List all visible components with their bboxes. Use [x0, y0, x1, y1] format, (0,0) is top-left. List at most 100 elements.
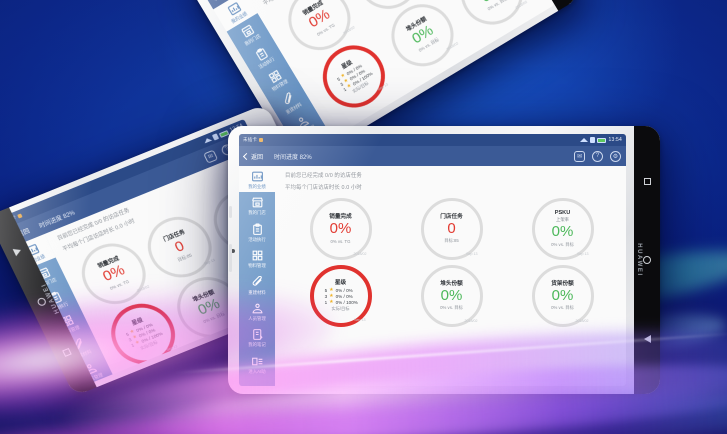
sidebar-item-1[interactable]: 我的业绩: [239, 166, 275, 193]
metric-gauge-1[interactable]: 销量完成 0% 0% vs. TG 2018/02: [309, 198, 372, 260]
sidebar-item-6[interactable]: 人员管理: [239, 298, 275, 324]
metric-gauge-4[interactable]: 星级 5 ★ 0% / 0% 3 ★ 0% / 0% 1 ★ 0% / 100% 实际/目标 Sep …: [309, 265, 372, 327]
carrier-label: 未插卡: [243, 137, 258, 142]
metric-date: Sep 13: [203, 258, 216, 266]
metric-date: 2018/02: [445, 41, 460, 52]
metric-cell: 星级 5 ★ 0% / 0% 3 ★ 0% / 0% 1 ★ 0% / 100% 实际/目标 Sep …: [285, 265, 396, 327]
sidebar: 我的业绩我的门店活动执行物料管理重建材料人员管理我的笔记进入AI助: [239, 166, 275, 386]
sidebar-item-label: 我的门店: [248, 210, 266, 216]
device-screen: 未插卡 13:54 返回 时间进度 82% ✉: [196, 0, 555, 157]
store-icon: [251, 196, 264, 209]
sidebar-item-2[interactable]: 我的门店: [227, 13, 271, 54]
sidebar-item-5[interactable]: 重建材料: [239, 272, 275, 298]
metric-title: PSKU: [554, 210, 571, 217]
battery-icon: [597, 137, 607, 143]
sidebar-item-4[interactable]: 物料管理: [254, 59, 298, 100]
star-count: 1: [324, 300, 328, 306]
alarm-icon: [259, 138, 264, 142]
store-icon: [239, 23, 257, 41]
message-icon[interactable]: ✉: [574, 150, 585, 162]
star-icon: ★: [329, 299, 334, 306]
chart-bar-icon: [225, 0, 243, 18]
help-icon[interactable]: ?: [592, 150, 603, 162]
back-label: 返回: [251, 154, 264, 161]
recents-square-icon[interactable]: [61, 347, 72, 357]
brand-logo: HUAWEI: [636, 243, 643, 277]
metric-title: 门店任务: [440, 213, 463, 220]
sidebar-item-8[interactable]: 进入AI助: [239, 351, 275, 377]
home-circle-icon[interactable]: [643, 255, 651, 264]
sidebar-item-3[interactable]: 活动执行: [240, 36, 284, 77]
star-rating-row: 5 ★ 0% / 0%: [323, 288, 353, 294]
sidebar-item-4[interactable]: 物料管理: [239, 245, 275, 271]
back-triangle-icon[interactable]: [12, 246, 23, 257]
star-count: 1: [342, 86, 348, 93]
sidebar-item-label: 我的笔记: [248, 342, 266, 348]
metric-value: 0%: [329, 220, 352, 238]
sidebar-item-label: 物料管理: [248, 263, 266, 269]
back-button[interactable]: 返回: [242, 152, 264, 161]
power-button[interactable]: [229, 206, 232, 219]
volume-button[interactable]: [229, 243, 232, 272]
sidebar-item-1[interactable]: 我的业绩: [213, 0, 258, 32]
metric-title: 货架份额: [551, 280, 574, 287]
sim-card-icon: [590, 137, 596, 143]
metric-date: 2018/02: [575, 319, 589, 323]
chart-bar-icon: [251, 170, 264, 183]
metric-title: 堆头份额: [440, 280, 463, 287]
sidebar-item-2[interactable]: 我的门店: [239, 192, 275, 218]
home-circle-icon[interactable]: [36, 297, 48, 308]
star-count: 1: [130, 342, 135, 349]
clock-label: 13:54: [608, 137, 622, 143]
metric-date: 2018/02: [464, 319, 478, 323]
recents-square-icon[interactable]: [643, 177, 651, 185]
metric-date: Sep 13: [354, 318, 366, 322]
star-value: 0% / 0%: [335, 288, 353, 294]
metric-date: 2018/02: [514, 0, 528, 11]
sidebar-item-3[interactable]: 活动执行: [239, 219, 275, 245]
metric-date: 2018/02: [136, 284, 151, 294]
metric-cell: 销量完成 0% 0% vs. TG 2018/02: [285, 198, 396, 260]
summary-line-2: 平均每个门店访店时长 0.0 小时: [285, 185, 362, 191]
star-count: 5: [324, 288, 328, 294]
device-screen: 未插卡 13:54 返回 时间进度 82% ✉ ?: [239, 134, 626, 386]
metric-date: Sep 13: [577, 252, 589, 256]
content-area: 目前您已经完成 0/0 的访店任务 平均每个门店访店时长 0.0 小时 销量完成…: [275, 166, 626, 386]
metric-value: 0: [447, 219, 456, 237]
metric-footer: 实际/目标: [331, 306, 350, 312]
message-icon[interactable]: ✉: [202, 149, 218, 164]
front-camera: [231, 249, 235, 254]
metric-footer: 0% vs. 目标: [440, 305, 463, 311]
sidebar-item-7[interactable]: 我的笔记: [239, 324, 275, 350]
metric-date: 2018/02: [342, 25, 356, 36]
wifi-icon: [203, 136, 213, 144]
metric-value: 0: [171, 237, 187, 256]
summary-line-1: 目前您已经完成 0/0 的访店任务: [285, 173, 362, 179]
sidebar-item-label: 我的业绩: [248, 184, 266, 189]
metric-value: 0%: [551, 222, 574, 240]
settings-gear-icon[interactable]: ⚙: [610, 150, 621, 162]
device-bezel: 未插卡 13:54 返回 时间进度 82% ✉ ?: [228, 126, 660, 394]
metric-date: Sep 13: [165, 344, 179, 353]
star-rating-row: 3 ★ 0% / 0%: [323, 294, 353, 300]
device-tablet-top: 未插卡 13:54 返回 时间进度 82% ✉: [185, 0, 581, 168]
star-count: 3: [324, 294, 328, 300]
sidebar-item-5[interactable]: 重建材料: [268, 81, 312, 122]
metric-subtitle: 上架率: [556, 216, 569, 222]
metric-date: Sep 13: [377, 82, 389, 92]
sidebar-item-label: 人员管理: [248, 316, 266, 322]
device-bezel: 未插卡 13:54 返回 时间进度 82% ✉: [185, 0, 581, 168]
back-triangle-icon[interactable]: [643, 334, 651, 343]
notes-pencil-icon: [251, 328, 264, 341]
metric-footer: 目标:85: [444, 238, 459, 244]
star-rating-row: 1 ★ 0% / 100%: [323, 299, 358, 306]
clipboard-icon: [252, 45, 270, 63]
